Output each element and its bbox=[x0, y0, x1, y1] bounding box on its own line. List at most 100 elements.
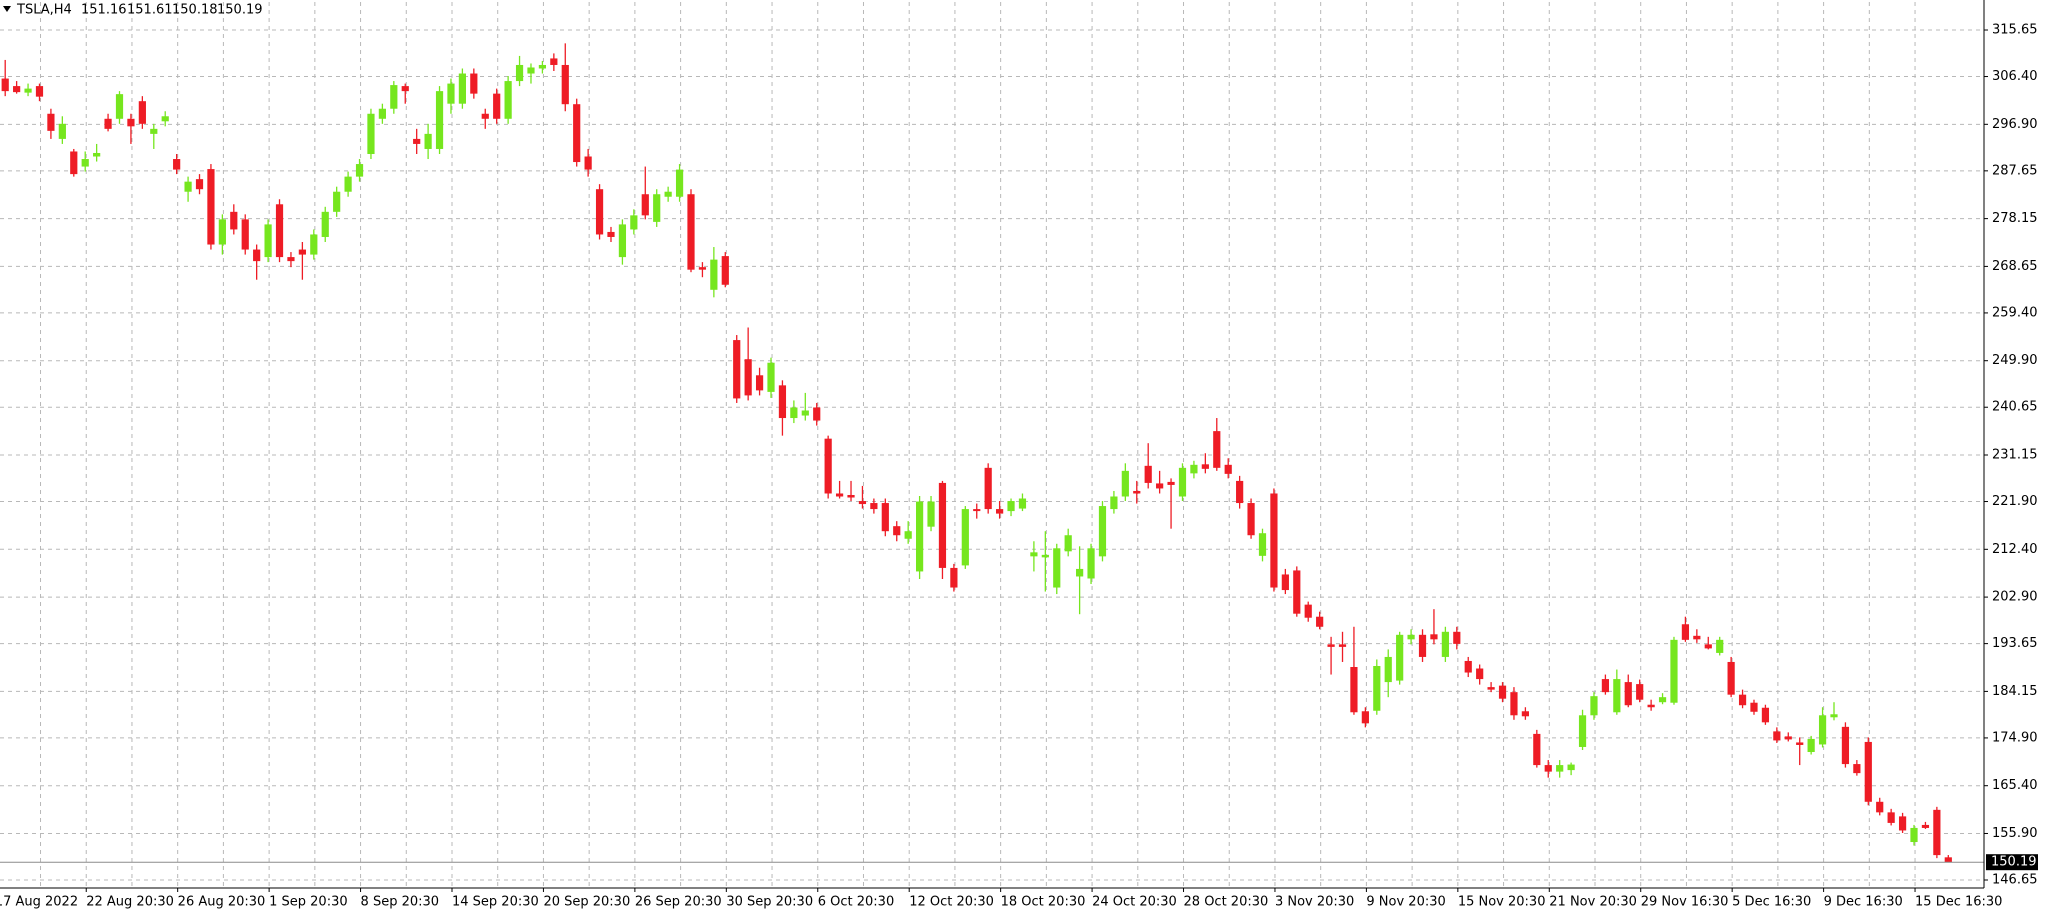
y-tick-label: 146.65 bbox=[1992, 873, 2038, 888]
candle-body bbox=[310, 234, 318, 255]
candle-body bbox=[230, 211, 238, 230]
x-tick-label: 1 Sep 20:30 bbox=[269, 895, 348, 910]
candle-body bbox=[1807, 738, 1815, 753]
candle-body bbox=[527, 67, 535, 74]
x-tick-label: 20 Sep 20:30 bbox=[543, 895, 630, 910]
candle-body bbox=[287, 257, 295, 262]
candle-body bbox=[93, 152, 101, 157]
candle-body bbox=[1533, 733, 1541, 766]
candle-body bbox=[813, 407, 821, 421]
y-tick-label: 212.40 bbox=[1992, 542, 2038, 557]
candle-body bbox=[515, 64, 524, 82]
candle-body bbox=[1030, 552, 1038, 557]
candle-body bbox=[778, 385, 787, 419]
header-low: 150.18 bbox=[172, 3, 218, 18]
candle-body bbox=[1018, 498, 1027, 509]
candle-body bbox=[481, 113, 489, 119]
candle-body bbox=[1338, 644, 1347, 647]
candle-body bbox=[1098, 506, 1107, 557]
candle-body bbox=[1258, 533, 1267, 556]
candle-body bbox=[1156, 483, 1164, 489]
candle-body bbox=[355, 164, 364, 177]
y-tick-label: 268.65 bbox=[1992, 259, 2038, 274]
candle-body bbox=[1247, 503, 1255, 536]
candle-body bbox=[241, 219, 249, 250]
candle-body bbox=[104, 118, 112, 129]
candle-body bbox=[1418, 634, 1427, 657]
x-tick-label: 8 Sep 20:30 bbox=[361, 895, 440, 910]
candle-body bbox=[1201, 464, 1209, 469]
y-tick-label: 193.65 bbox=[1992, 636, 2038, 651]
candle-body bbox=[870, 503, 878, 510]
candle-body bbox=[1304, 604, 1312, 618]
candle-body bbox=[1373, 665, 1381, 711]
candle-body bbox=[298, 249, 306, 255]
candle-body bbox=[1887, 812, 1895, 823]
candle-body bbox=[127, 118, 135, 127]
candle-body bbox=[1350, 667, 1358, 713]
candle-body bbox=[1716, 639, 1724, 653]
candle-body bbox=[984, 467, 992, 510]
candle-body bbox=[858, 501, 867, 505]
candle-body bbox=[1898, 816, 1907, 831]
candle-body bbox=[1498, 685, 1507, 699]
y-tick-label: 231.15 bbox=[1992, 448, 2038, 463]
candle-body bbox=[1007, 501, 1015, 512]
candle-body bbox=[390, 85, 398, 109]
candle-body bbox=[24, 88, 32, 93]
y-tick-label: 155.90 bbox=[1992, 826, 2038, 841]
candle-body bbox=[1441, 631, 1449, 657]
candle-body bbox=[847, 494, 855, 498]
candle-body bbox=[1293, 570, 1301, 614]
x-tick-label: 14 Sep 20:30 bbox=[452, 895, 539, 910]
candle-body bbox=[1076, 568, 1084, 577]
candle-body bbox=[710, 259, 718, 290]
candle-body bbox=[1110, 496, 1118, 510]
candle-body bbox=[1750, 702, 1758, 712]
candle-body bbox=[687, 194, 695, 270]
candle-body bbox=[470, 73, 478, 94]
x-tick-label: 15 Dec 16:30 bbox=[1915, 895, 2002, 910]
candle-body bbox=[1624, 682, 1632, 706]
candle-body bbox=[1544, 765, 1552, 772]
candle-body bbox=[950, 567, 958, 588]
candle-body bbox=[1704, 644, 1712, 649]
x-tick-label: 28 Oct 20:30 bbox=[1184, 895, 1269, 910]
y-tick-label: 315.65 bbox=[1992, 23, 2038, 38]
candle-body bbox=[755, 375, 764, 391]
candle-body bbox=[641, 194, 649, 216]
candle-body bbox=[550, 58, 558, 65]
x-tick-label: 21 Nov 20:30 bbox=[1549, 895, 1637, 910]
candle-body bbox=[664, 191, 672, 197]
menu-arrow[interactable] bbox=[3, 6, 11, 12]
candle-body bbox=[996, 509, 1004, 514]
candle-body bbox=[1041, 554, 1049, 558]
candle-body bbox=[1213, 431, 1221, 468]
x-tick-label: 24 Oct 20:30 bbox=[1092, 895, 1177, 910]
candle-body bbox=[344, 176, 352, 192]
candle-body bbox=[1738, 694, 1747, 706]
candle-body bbox=[1830, 714, 1838, 718]
candle-body bbox=[1190, 464, 1198, 474]
candle-body bbox=[115, 94, 124, 119]
candle-body bbox=[1, 78, 9, 92]
x-tick-label: 9 Dec 16:30 bbox=[1824, 895, 1903, 910]
candle-body bbox=[630, 215, 638, 230]
x-tick-label: 30 Sep 20:30 bbox=[726, 895, 813, 910]
candle-body bbox=[824, 438, 832, 494]
x-tick-label: 15 Nov 20:30 bbox=[1458, 895, 1546, 910]
x-tick-label: 3 Nov 20:30 bbox=[1275, 895, 1354, 910]
candle-body bbox=[1384, 656, 1392, 683]
x-tick-label: 26 Sep 20:30 bbox=[635, 895, 722, 910]
candle-body bbox=[253, 249, 261, 262]
header-open: 151.16 bbox=[81, 3, 127, 18]
candle-body bbox=[1693, 635, 1701, 640]
candle-body bbox=[1281, 574, 1289, 591]
candle-body bbox=[401, 86, 409, 92]
candle-body bbox=[927, 501, 935, 527]
candle-body bbox=[58, 123, 66, 139]
y-tick-label: 306.40 bbox=[1992, 69, 2038, 84]
last-price-box bbox=[1986, 854, 2038, 871]
candle-body bbox=[1476, 668, 1484, 680]
